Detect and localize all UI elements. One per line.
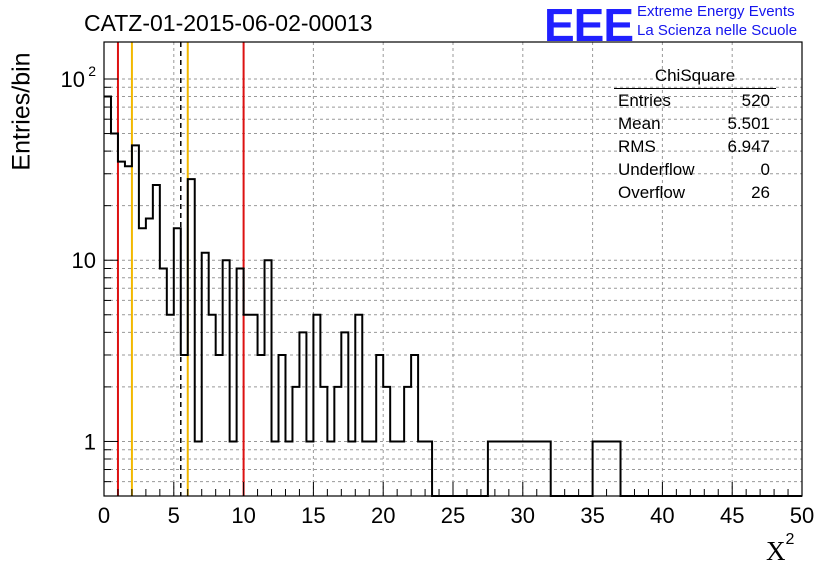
x-axis-label-symbol: X [766,536,786,566]
stats-box: ChiSquare Entries 520 Mean 5.501 RMS 6.947 … [612,66,776,204]
y-tick-label: 10 [61,67,85,92]
x-tick-label: 45 [720,503,744,528]
x-tick-label: 30 [511,503,535,528]
stats-row-overflow: Overflow 26 [618,183,770,202]
x-axis-label-superscript: 2 [785,531,795,548]
stats-row-mean: Mean 5.501 [618,114,770,133]
x-tick-label: 35 [580,503,604,528]
stats-title: ChiSquare [614,66,776,89]
x-tick-label: 50 [790,503,814,528]
y-axis-label: Entries/bin [7,52,36,171]
y-tick-label: 10 [72,248,96,273]
x-tick-label: 0 [98,503,110,528]
logo-text-line2: La Scienza nelle Scuole [637,22,798,39]
stats-row-rms: RMS 6.947 [618,137,770,156]
x-tick-label: 10 [231,503,255,528]
stats-row-underflow: Underflow 0 [618,160,770,179]
stats-row-entries: Entries 520 [618,91,770,110]
x-tick-label: 40 [650,503,674,528]
x-tick-label: 15 [301,503,325,528]
logo-text-line1: Extreme Energy Events [637,3,795,20]
y-tick-label: 1 [84,429,96,454]
x-axis-label: X2 [766,531,794,567]
x-tick-label: 25 [441,503,465,528]
y-tick-label-exponent: 2 [88,63,96,79]
x-tick-label: 20 [371,503,395,528]
chart-title: CATZ-01-2015-06-02-00013 [84,10,373,36]
x-tick-label: 5 [168,503,180,528]
eee-logo: EEE [544,0,634,51]
